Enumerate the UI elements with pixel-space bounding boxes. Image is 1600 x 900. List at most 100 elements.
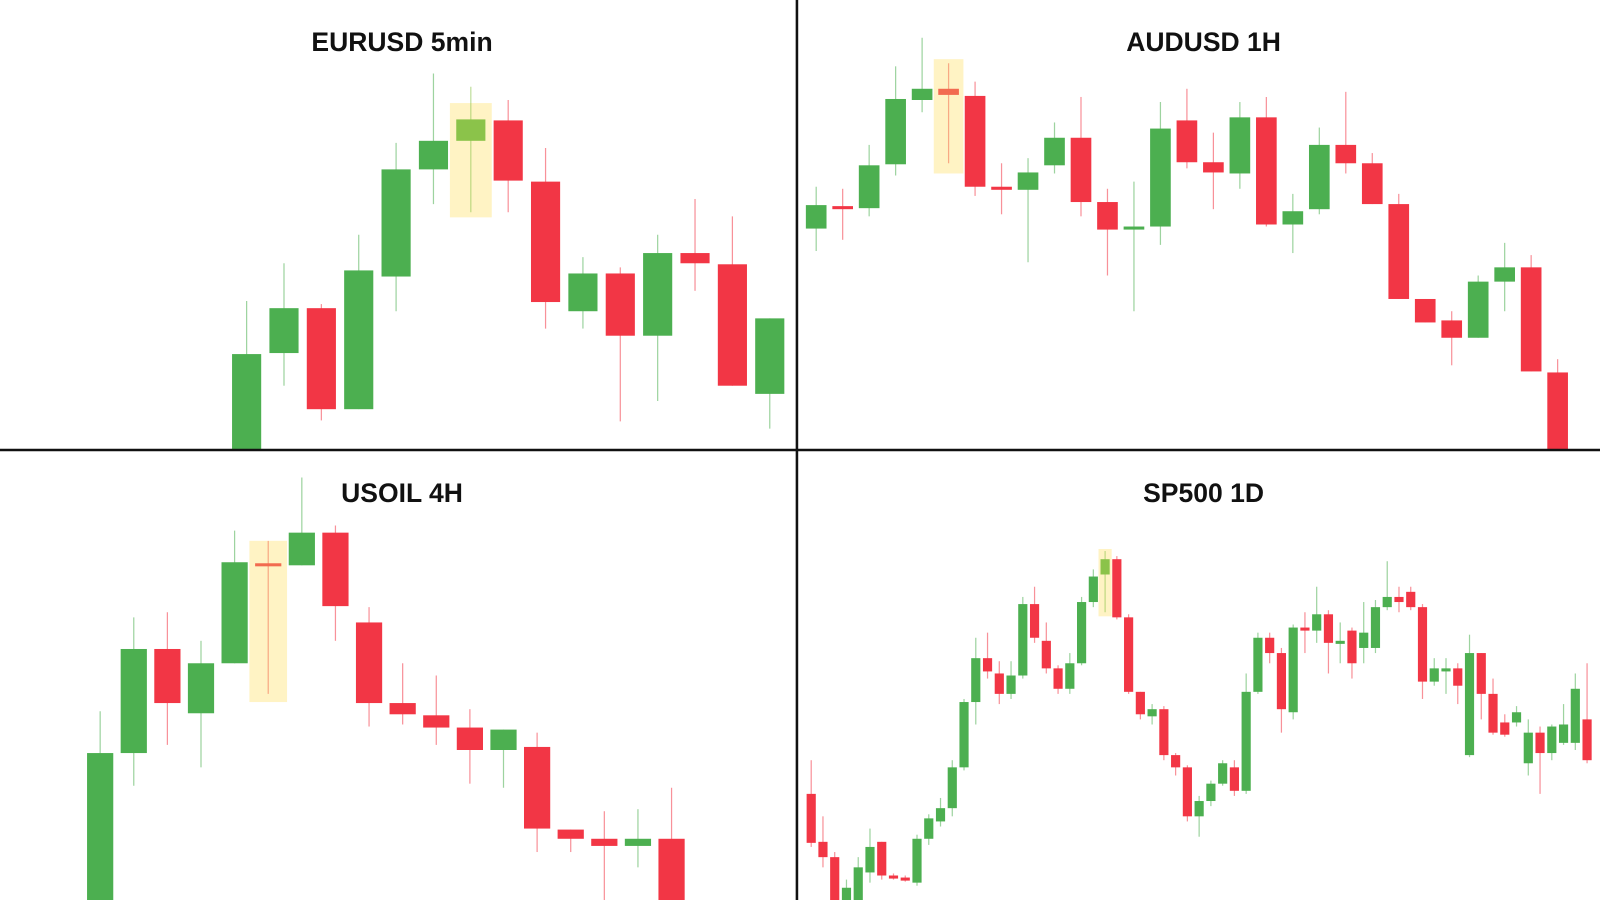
candle-body bbox=[806, 793, 816, 843]
chart-title: EURUSD 5min bbox=[311, 27, 492, 57]
candle-body bbox=[805, 205, 827, 229]
candle-body bbox=[1453, 668, 1463, 686]
candle-body bbox=[959, 702, 969, 768]
chart-panel bbox=[87, 477, 685, 900]
candle-body bbox=[381, 169, 411, 277]
candle-body bbox=[1520, 267, 1542, 372]
candle-body bbox=[232, 354, 262, 449]
candle-body bbox=[1547, 372, 1568, 449]
candle-body bbox=[1441, 668, 1451, 672]
candle-body bbox=[1076, 602, 1087, 664]
candle-body bbox=[911, 88, 933, 100]
candle-body bbox=[643, 253, 673, 336]
candle-body bbox=[605, 273, 635, 336]
candle-body bbox=[1370, 607, 1381, 648]
candle-body bbox=[1065, 663, 1075, 689]
chart-title: SP500 1D bbox=[1143, 478, 1264, 508]
chart-title: AUDUSD 1H bbox=[1126, 27, 1281, 57]
candle-body bbox=[1150, 128, 1171, 227]
candle-body bbox=[1494, 267, 1515, 282]
candle-body bbox=[885, 98, 906, 165]
candle-body bbox=[1176, 120, 1198, 163]
candle-body bbox=[1361, 163, 1383, 205]
candle-body bbox=[1018, 604, 1028, 676]
candle-body bbox=[1112, 559, 1122, 618]
candle-body bbox=[1464, 653, 1475, 756]
candle-body bbox=[1253, 637, 1263, 692]
candle-body bbox=[1029, 604, 1040, 638]
candle-body bbox=[1500, 722, 1510, 735]
candle-body bbox=[1256, 117, 1277, 225]
candle-body bbox=[1041, 640, 1051, 669]
candle-body bbox=[568, 273, 598, 312]
candle-body bbox=[1017, 172, 1039, 190]
candle-body bbox=[947, 767, 957, 809]
candle-body bbox=[1441, 320, 1463, 338]
candle-body bbox=[1097, 202, 1118, 230]
candle-body bbox=[557, 829, 584, 839]
candle-body bbox=[888, 875, 899, 879]
candle-body bbox=[865, 846, 875, 873]
candle-body bbox=[1135, 691, 1145, 715]
candle-body bbox=[994, 673, 1004, 694]
candle-body bbox=[490, 729, 517, 750]
candle-body bbox=[1159, 709, 1169, 756]
chart-panel bbox=[805, 37, 1568, 449]
candle-body bbox=[1535, 732, 1545, 754]
candle-body bbox=[1323, 614, 1334, 643]
candle-body bbox=[1335, 640, 1345, 644]
candle-body bbox=[1044, 137, 1065, 166]
candle-body bbox=[187, 663, 215, 714]
candle-body bbox=[1523, 732, 1533, 764]
candle-body bbox=[306, 308, 336, 410]
candle-body bbox=[120, 648, 147, 754]
candle-body bbox=[493, 120, 523, 181]
candle-body bbox=[1511, 712, 1522, 723]
candle-body bbox=[991, 186, 1012, 190]
candle-body bbox=[355, 622, 383, 704]
candle-body bbox=[1147, 709, 1157, 717]
candle-body bbox=[456, 727, 483, 750]
candle-body bbox=[877, 841, 887, 876]
candle-body bbox=[900, 877, 910, 881]
candle-body bbox=[87, 753, 114, 900]
candle-body bbox=[530, 181, 561, 303]
candle-body bbox=[269, 308, 299, 354]
candle-body bbox=[624, 838, 652, 846]
candle-body bbox=[938, 88, 959, 95]
candle-body bbox=[1124, 617, 1134, 692]
candle-body bbox=[255, 563, 282, 567]
chart-title: USOIL 4H bbox=[341, 478, 463, 508]
candle-body bbox=[1414, 298, 1436, 323]
candle-body bbox=[1406, 591, 1416, 608]
candle-body bbox=[1206, 783, 1216, 802]
candle-body bbox=[423, 715, 450, 728]
candle-body bbox=[1229, 767, 1239, 791]
candle-body bbox=[1218, 763, 1228, 784]
candle-body bbox=[1203, 162, 1224, 173]
candle-body bbox=[1570, 688, 1580, 743]
candle-body bbox=[1194, 801, 1204, 817]
candle-body bbox=[680, 253, 710, 264]
candle-body bbox=[1182, 767, 1192, 817]
candle-body bbox=[717, 264, 747, 386]
candle-body bbox=[524, 746, 551, 829]
candle-body bbox=[1308, 144, 1330, 210]
candle-body bbox=[1547, 726, 1557, 754]
candle-body bbox=[1429, 668, 1439, 682]
candle-body bbox=[832, 206, 853, 210]
candle-body bbox=[1088, 576, 1098, 603]
candle-body bbox=[971, 658, 981, 703]
candle-body bbox=[1312, 614, 1322, 631]
candle-body bbox=[418, 140, 449, 170]
candle-body bbox=[841, 887, 852, 900]
candle-body bbox=[288, 532, 315, 566]
candle-body bbox=[755, 318, 785, 394]
candle-body bbox=[1100, 559, 1110, 575]
candle-body bbox=[830, 857, 840, 900]
candle-body bbox=[1558, 724, 1569, 743]
candle-body bbox=[1229, 117, 1251, 174]
candle-body bbox=[1382, 596, 1392, 608]
candle-body bbox=[1335, 144, 1357, 164]
